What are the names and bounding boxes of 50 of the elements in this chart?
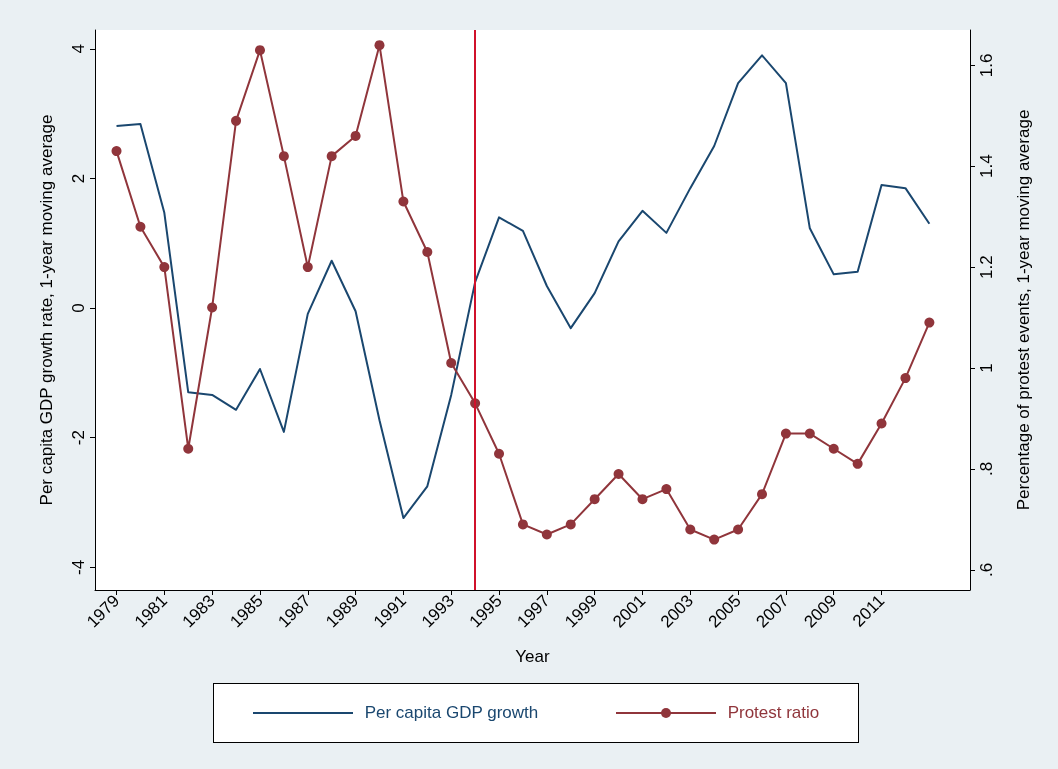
point: [422, 246, 433, 257]
point: [876, 418, 887, 429]
point: [661, 484, 672, 495]
point: [685, 524, 696, 535]
y2-tick-label: 1: [977, 363, 996, 373]
point: [302, 262, 313, 273]
point: [159, 262, 170, 273]
point: [135, 221, 146, 232]
y-tick-label: 2: [69, 173, 88, 184]
y-tick-label: 0: [69, 303, 88, 313]
point: [804, 428, 815, 439]
point: [828, 443, 839, 454]
point: [374, 40, 385, 51]
point: [183, 443, 194, 454]
point: [326, 151, 337, 162]
point: [350, 130, 361, 141]
point: [900, 373, 911, 384]
point: [278, 151, 289, 162]
point: [780, 428, 791, 439]
point: [446, 357, 457, 368]
y2-axis-title: Percentage of protest events, 1-year moving average: [1014, 109, 1033, 511]
point: [565, 519, 576, 530]
text: Protest ratio: [727, 703, 820, 723]
point: [733, 524, 744, 535]
point: [541, 529, 552, 540]
point: [589, 494, 600, 505]
point: [231, 115, 242, 126]
y2-tick-label: 1.6: [977, 53, 996, 78]
point: [207, 302, 218, 313]
y-tick-label: 4: [69, 44, 88, 54]
point: [494, 448, 505, 459]
point: [517, 519, 528, 530]
point: [709, 534, 720, 545]
y-tick-label: -4: [69, 559, 88, 575]
point: [398, 196, 409, 207]
point: [111, 146, 122, 157]
point: [637, 494, 648, 505]
point: [254, 45, 265, 56]
y2-tick-label: .6: [977, 562, 996, 577]
point: [924, 317, 935, 328]
x-axis-title: Year: [515, 647, 551, 666]
point: [613, 468, 624, 479]
y-tick-label: -2: [69, 430, 88, 446]
y2-tick-label: 1.2: [977, 255, 996, 279]
y-axis-title: Per capita GDP growth rate, 1-year moving average: [37, 114, 56, 506]
point: [852, 458, 863, 469]
y2-tick-label: 1.4: [977, 154, 996, 179]
point: [757, 489, 768, 500]
y2-tick-label: .8: [977, 461, 996, 477]
text: Per capita GDP growth: [364, 703, 539, 723]
